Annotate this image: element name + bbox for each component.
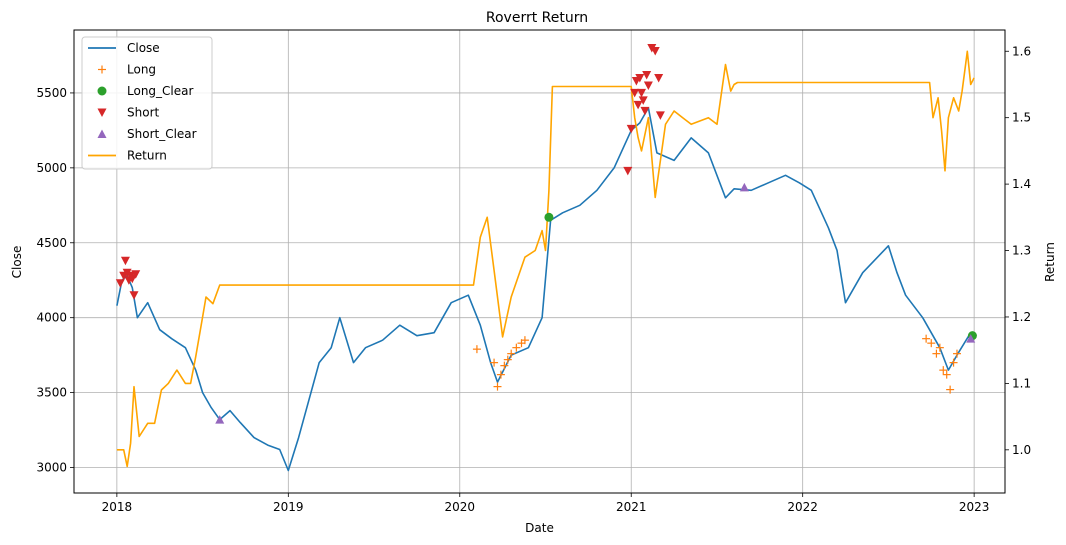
- y2-tick-label: 1.2: [1012, 310, 1031, 324]
- long-marker: [949, 358, 958, 367]
- legend-box: [81, 36, 213, 170]
- y-tick-label: 3500: [36, 386, 67, 400]
- chart-title: Roverrt Return: [486, 10, 588, 26]
- short-marker: [623, 166, 633, 176]
- short-marker: [129, 291, 139, 300]
- x-axis-title: Date: [525, 521, 554, 535]
- short-clear-marker: [215, 415, 225, 424]
- y2-tick-label: 1.0: [1012, 443, 1031, 457]
- marker-layer: [115, 43, 977, 424]
- y-axis-right: 1.0 1.1 1.2 1.3 1.4 1.5 1.6: [1005, 44, 1031, 457]
- legend-key-short: [97, 108, 107, 117]
- plot-frame: [73, 29, 1006, 494]
- short-clear-marker: [966, 334, 976, 343]
- short-clear-marker: [739, 182, 749, 192]
- short-marker: [115, 279, 125, 288]
- short-marker: [120, 256, 130, 266]
- long-marker: [946, 385, 955, 394]
- y-tick-label: 4500: [36, 236, 67, 250]
- series-layer: [116, 50, 975, 472]
- long-marker: [507, 349, 516, 358]
- y-axis-left: 3000 3500 4000 4500 5000 5500: [36, 86, 74, 475]
- legend-key-long-clear: [97, 86, 107, 96]
- y-axis-title: Close: [10, 246, 24, 279]
- long-marker: [952, 349, 961, 358]
- y-tick-label: 5000: [36, 161, 67, 175]
- short-marker: [637, 88, 647, 98]
- long-clear-marker: [544, 212, 554, 222]
- short-marker: [626, 124, 636, 134]
- legend-label: Long_Clear: [127, 84, 193, 98]
- long-marker: [503, 355, 512, 364]
- long-marker: [922, 334, 931, 343]
- short-marker: [640, 106, 650, 116]
- long-marker: [932, 349, 941, 358]
- short-marker: [655, 111, 665, 120]
- long-marker: [493, 382, 502, 391]
- x-tick-label: 2021: [616, 500, 647, 514]
- short-marker: [633, 100, 643, 110]
- legend-label: Long: [127, 63, 156, 77]
- long-marker: [512, 343, 521, 352]
- x-axis: 2018 2019 2020 2021 2022 2023: [102, 493, 990, 514]
- legend-key-short-clear: [97, 129, 107, 138]
- long-marker: [496, 370, 505, 379]
- short-marker: [131, 270, 141, 279]
- long-marker: [490, 358, 499, 367]
- y-tick-label: 3000: [36, 461, 67, 475]
- long-marker: [935, 343, 944, 352]
- x-tick-label: 2018: [102, 500, 133, 514]
- x-tick-label: 2020: [445, 500, 476, 514]
- legend-key-long: [98, 65, 106, 74]
- series-line-return: [116, 50, 975, 468]
- long-marker: [942, 370, 951, 379]
- short-marker: [630, 88, 640, 98]
- y2-tick-label: 1.6: [1012, 44, 1031, 58]
- legend-label: Close: [127, 41, 160, 55]
- y-tick-label: 4000: [36, 311, 67, 325]
- y2-tick-label: 1.1: [1012, 376, 1031, 390]
- short-marker: [643, 81, 653, 90]
- short-marker: [650, 46, 660, 56]
- short-marker: [638, 96, 648, 105]
- legend-label: Short: [127, 106, 159, 120]
- y2-tick-label: 1.4: [1012, 177, 1031, 191]
- short-marker: [635, 73, 645, 83]
- x-tick-label: 2022: [787, 500, 818, 514]
- series-line-close: [116, 107, 972, 472]
- y2-tick-label: 1.3: [1012, 244, 1031, 258]
- long-marker: [520, 336, 529, 345]
- long-marker: [927, 339, 936, 348]
- grid: [74, 30, 1005, 493]
- y-tick-label: 5500: [36, 86, 67, 100]
- short-marker: [642, 70, 652, 80]
- long-marker: [500, 361, 509, 370]
- legend: Close Long Long_Clear Short Short_Clear Retur…: [81, 36, 213, 170]
- legend-label: Short_Clear: [127, 127, 197, 141]
- x-tick-label: 2023: [959, 500, 990, 514]
- short-marker: [127, 274, 137, 284]
- long-marker: [472, 345, 481, 354]
- short-marker: [654, 73, 664, 83]
- x-tick-label: 2019: [273, 500, 304, 514]
- long-marker: [939, 366, 948, 375]
- legend-label: Return: [127, 149, 167, 163]
- y2-axis-title: Return: [1043, 242, 1057, 282]
- y2-tick-label: 1.5: [1012, 111, 1031, 125]
